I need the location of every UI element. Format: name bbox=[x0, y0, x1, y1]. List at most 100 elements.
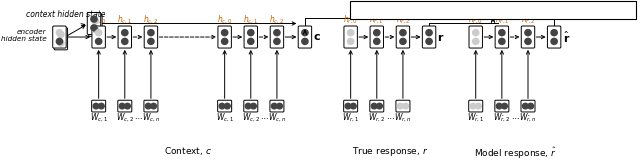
Circle shape bbox=[271, 103, 277, 109]
Circle shape bbox=[551, 38, 557, 44]
Circle shape bbox=[499, 30, 505, 36]
Circle shape bbox=[403, 103, 408, 109]
Circle shape bbox=[58, 40, 64, 46]
FancyBboxPatch shape bbox=[521, 26, 534, 48]
Circle shape bbox=[476, 103, 481, 109]
Circle shape bbox=[276, 103, 282, 109]
Text: Context, $c$: Context, $c$ bbox=[164, 145, 212, 157]
Circle shape bbox=[248, 30, 254, 36]
Text: $W_{\hat{r},1}$: $W_{\hat{r},1}$ bbox=[467, 112, 484, 124]
Circle shape bbox=[426, 30, 432, 36]
FancyBboxPatch shape bbox=[144, 100, 158, 112]
Circle shape bbox=[92, 18, 99, 24]
Circle shape bbox=[470, 103, 476, 109]
Circle shape bbox=[345, 103, 351, 109]
Circle shape bbox=[148, 38, 154, 44]
Text: $h_{\hat{r},0}$: $h_{\hat{r},0}$ bbox=[468, 14, 483, 26]
Circle shape bbox=[351, 103, 356, 109]
Circle shape bbox=[400, 30, 406, 36]
Circle shape bbox=[93, 103, 99, 109]
Text: $W_{c,2}$: $W_{c,2}$ bbox=[116, 112, 134, 124]
Circle shape bbox=[56, 30, 63, 36]
Text: $W_{\hat{r},2}$: $W_{\hat{r},2}$ bbox=[493, 112, 511, 124]
Circle shape bbox=[58, 31, 64, 38]
Circle shape bbox=[274, 38, 280, 44]
Text: context hidden state: context hidden state bbox=[26, 10, 106, 19]
FancyBboxPatch shape bbox=[218, 26, 232, 48]
Text: $W_{c,1}$: $W_{c,1}$ bbox=[216, 112, 234, 124]
Text: $\cdots$: $\cdots$ bbox=[385, 112, 394, 121]
Circle shape bbox=[302, 30, 308, 36]
Circle shape bbox=[426, 38, 432, 44]
Text: Model response, $\hat{r}$: Model response, $\hat{r}$ bbox=[474, 145, 556, 161]
Circle shape bbox=[397, 103, 403, 109]
FancyBboxPatch shape bbox=[469, 26, 483, 48]
FancyBboxPatch shape bbox=[118, 26, 131, 48]
Circle shape bbox=[145, 103, 151, 109]
Circle shape bbox=[496, 103, 502, 109]
Circle shape bbox=[92, 27, 99, 33]
Text: $W_{r,n}$: $W_{r,n}$ bbox=[394, 112, 412, 124]
Circle shape bbox=[274, 30, 280, 36]
Text: $h_{c,1}$: $h_{c,1}$ bbox=[243, 14, 259, 26]
Circle shape bbox=[91, 25, 97, 31]
Text: $W_{r,2}$: $W_{r,2}$ bbox=[368, 112, 385, 124]
Circle shape bbox=[91, 16, 97, 22]
Circle shape bbox=[400, 38, 406, 44]
FancyBboxPatch shape bbox=[344, 26, 357, 48]
FancyBboxPatch shape bbox=[396, 100, 410, 112]
Text: $\cdots$: $\cdots$ bbox=[260, 112, 268, 121]
FancyBboxPatch shape bbox=[468, 100, 483, 112]
Circle shape bbox=[148, 30, 154, 36]
FancyBboxPatch shape bbox=[244, 26, 257, 48]
Text: $W_{c,n}$: $W_{c,n}$ bbox=[142, 112, 160, 124]
Circle shape bbox=[150, 103, 156, 109]
Text: $h_{c,1}$: $h_{c,1}$ bbox=[117, 14, 132, 26]
FancyBboxPatch shape bbox=[370, 26, 383, 48]
Circle shape bbox=[528, 103, 534, 109]
Circle shape bbox=[125, 103, 131, 109]
Circle shape bbox=[525, 38, 531, 44]
Circle shape bbox=[374, 30, 380, 36]
FancyBboxPatch shape bbox=[495, 26, 509, 48]
FancyBboxPatch shape bbox=[547, 26, 561, 48]
Circle shape bbox=[221, 38, 228, 44]
FancyBboxPatch shape bbox=[92, 26, 106, 48]
Text: $h_{\hat{r},1}$: $h_{\hat{r},1}$ bbox=[495, 14, 509, 26]
Circle shape bbox=[499, 38, 505, 44]
Circle shape bbox=[376, 103, 382, 109]
FancyBboxPatch shape bbox=[270, 100, 284, 112]
Text: $h_{c,2}$: $h_{c,2}$ bbox=[269, 14, 285, 26]
Circle shape bbox=[119, 103, 125, 109]
FancyBboxPatch shape bbox=[52, 26, 66, 48]
Circle shape bbox=[219, 103, 225, 109]
Text: $h_{r,2}$: $h_{r,2}$ bbox=[396, 14, 410, 26]
Text: $W_{c,1}$: $W_{c,1}$ bbox=[90, 112, 108, 124]
FancyBboxPatch shape bbox=[92, 100, 106, 112]
FancyBboxPatch shape bbox=[270, 26, 284, 48]
Circle shape bbox=[551, 30, 557, 36]
FancyBboxPatch shape bbox=[54, 28, 68, 50]
Text: $\mathbf{c}$: $\mathbf{c}$ bbox=[314, 32, 321, 42]
Text: $\cdots$: $\cdots$ bbox=[134, 112, 142, 121]
Text: $W_{c,2}$: $W_{c,2}$ bbox=[242, 112, 260, 124]
Circle shape bbox=[248, 38, 254, 44]
Text: $h_{c,0}$: $h_{c,0}$ bbox=[217, 14, 232, 26]
Text: $score(c, r, \hat{r}) = (\mathbf{c}^T M\hat{\mathbf{r}} + \mathbf{r}^T N\hat{\ma: $score(c, r, \hat{r}) = (\mathbf{c}^T M\… bbox=[417, 2, 568, 18]
Text: $h_{r,0}$: $h_{r,0}$ bbox=[343, 14, 358, 26]
FancyBboxPatch shape bbox=[89, 14, 102, 36]
FancyBboxPatch shape bbox=[344, 100, 358, 112]
Text: $\hat{\mathbf{r}}$: $\hat{\mathbf{r}}$ bbox=[563, 29, 570, 45]
Circle shape bbox=[245, 103, 251, 109]
Text: $h_{c,2}$: $h_{c,2}$ bbox=[143, 14, 159, 26]
FancyBboxPatch shape bbox=[144, 26, 157, 48]
Circle shape bbox=[348, 38, 354, 44]
Circle shape bbox=[374, 38, 380, 44]
Circle shape bbox=[225, 103, 230, 109]
FancyBboxPatch shape bbox=[396, 26, 410, 48]
Circle shape bbox=[502, 103, 508, 109]
Text: encoder
hidden state: encoder hidden state bbox=[1, 29, 46, 42]
Text: True response, $r$: True response, $r$ bbox=[352, 145, 428, 158]
Circle shape bbox=[251, 103, 257, 109]
Text: $h_{c,0}$: $h_{c,0}$ bbox=[91, 14, 106, 26]
